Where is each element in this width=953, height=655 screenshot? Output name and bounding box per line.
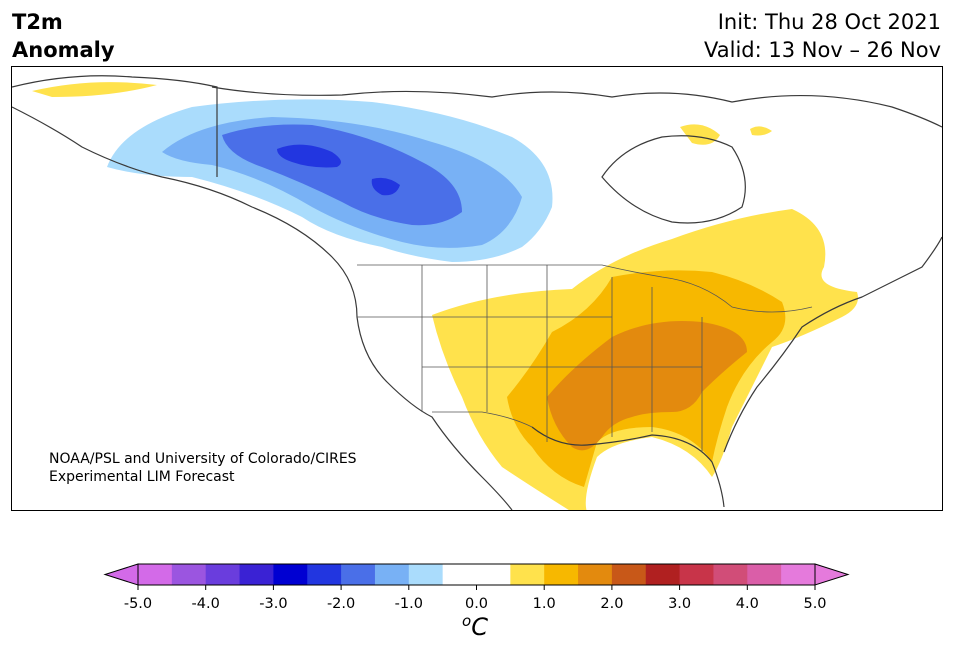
unit-letter: C <box>471 613 488 641</box>
colorbar-tick-label: 3.0 <box>668 596 691 612</box>
colorbar-ticks: -5.0 -4.0 -3.0 -2.0 -1.0 0.0 1.0 2.0 3.0 4.0 5.0 <box>124 585 827 612</box>
colorbar-tick-label: -4.0 <box>192 596 220 612</box>
colorbar-cell <box>544 564 579 585</box>
hudson-bay <box>601 135 746 224</box>
colorbar-cells <box>138 564 816 585</box>
gulf-coast <box>531 426 725 508</box>
cold-contour-4 <box>277 144 341 168</box>
warm-contour-hudson-east <box>750 126 772 136</box>
colorbar-cell <box>442 564 477 585</box>
colorbar-tick-label: 5.0 <box>803 596 826 612</box>
colorbar-cell <box>239 564 274 585</box>
valid-range: Valid: 13 Nov – 26 Nov <box>704 38 941 62</box>
west-coast <box>12 106 513 510</box>
east-coast <box>723 236 942 453</box>
colorbar-cell <box>645 564 681 585</box>
colorbar-under-arrow <box>103 563 139 586</box>
colorbar-tick-label: 2.0 <box>600 596 623 612</box>
colorbar-cell <box>713 564 748 585</box>
title-line2: Anomaly <box>12 38 115 62</box>
colorbar-tick-label: -2.0 <box>327 596 355 612</box>
map-title: T2m Anomaly <box>12 8 115 64</box>
anomaly-map <box>12 75 942 510</box>
colorbar-tick-label: 1.0 <box>533 596 556 612</box>
credit-text: NOAA/PSL and University of Colorado/CIRE… <box>49 450 357 486</box>
colorbar-cell <box>171 564 207 585</box>
us-mexico-border <box>432 411 533 428</box>
cold-anomaly-area <box>107 99 553 262</box>
colorbar-cell <box>205 564 241 585</box>
colorbar-tick-label: -1.0 <box>395 596 423 612</box>
colorbar-cell <box>781 564 816 585</box>
coastlines <box>12 75 942 510</box>
credit-line2: Experimental LIM Forecast <box>49 469 235 485</box>
colorbar-cell <box>510 564 545 585</box>
colorbar-cell <box>341 564 376 585</box>
colorbar-tick-label: -5.0 <box>124 596 152 612</box>
title-line1: T2m <box>12 10 63 34</box>
cold-contour-4b <box>371 177 400 196</box>
colorbar-cell <box>273 564 308 585</box>
forecast-dates: Init: Thu 28 Oct 2021 Valid: 13 Nov – 26… <box>704 8 941 64</box>
colorbar-tick-label: 0.0 <box>465 596 488 612</box>
colorbar-cell <box>476 564 511 585</box>
colorbar-over-arrow <box>814 563 850 586</box>
map-panel <box>11 66 943 511</box>
colorbar-unit: oC <box>462 612 488 641</box>
colorbar-cell <box>138 564 173 585</box>
colorbar-tick-label: 4.0 <box>736 596 759 612</box>
political-borders <box>357 264 813 452</box>
colorbar-cell <box>307 564 342 585</box>
state-lines <box>357 265 703 452</box>
colorbar-cell <box>374 564 410 585</box>
colorbar-cell <box>679 564 714 585</box>
colorbar-tick-label: -3.0 <box>259 596 287 612</box>
init-date: Init: Thu 28 Oct 2021 <box>717 10 941 34</box>
colorbar-cell <box>611 564 647 585</box>
unit-degree: o <box>462 612 472 630</box>
warm-contour-hudson <box>680 124 720 145</box>
alaska-coast <box>12 75 218 177</box>
arctic-coast <box>211 86 942 128</box>
warm-contour-3 <box>547 321 747 451</box>
us-canada-border <box>357 264 813 313</box>
warm-anomaly-max <box>547 321 747 451</box>
warm-contour-alaska <box>32 82 157 97</box>
colorbar-cell <box>578 564 613 585</box>
colorbar-cell <box>408 564 444 585</box>
credit-line1: NOAA/PSL and University of Colorado/CIRE… <box>49 451 357 467</box>
colorbar-cell <box>747 564 782 585</box>
